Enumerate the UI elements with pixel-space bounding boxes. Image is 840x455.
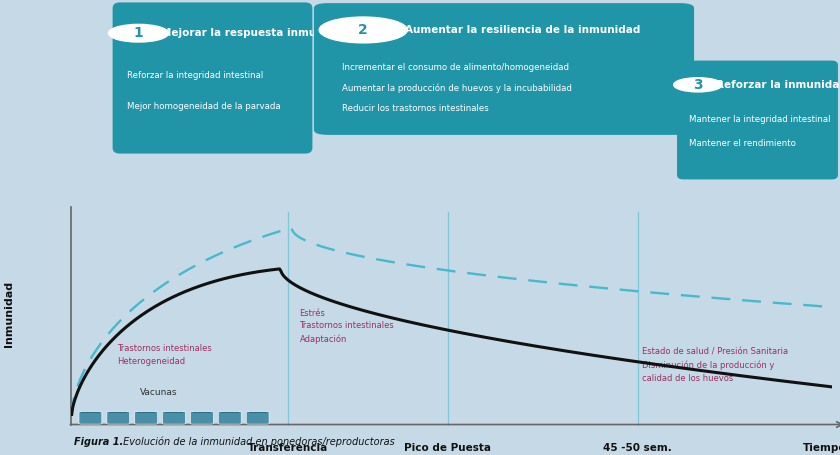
- Bar: [249, 412, 267, 413]
- Text: Figura 1.: Figura 1.: [74, 437, 123, 447]
- Text: Vacunas: Vacunas: [139, 388, 177, 397]
- FancyBboxPatch shape: [191, 412, 213, 424]
- FancyBboxPatch shape: [79, 412, 102, 424]
- Text: Mejorar la respuesta inmunitaria: Mejorar la respuesta inmunitaria: [160, 28, 355, 38]
- Text: Mantener el rendimiento: Mantener el rendimiento: [689, 139, 795, 148]
- Text: Aumentar la producción de huevos y la incubabilidad: Aumentar la producción de huevos y la in…: [342, 84, 572, 93]
- Text: Evolución de la inmunidad en ponedoras/reproductoras: Evolución de la inmunidad en ponedoras/r…: [120, 436, 395, 447]
- Text: Trastornos intestinales
Heterogeneidad: Trastornos intestinales Heterogeneidad: [117, 344, 212, 366]
- Bar: [109, 412, 128, 413]
- Text: 45 -50 sem.: 45 -50 sem.: [603, 443, 672, 453]
- Text: Incrementar el consumo de alimento/homogeneidad: Incrementar el consumo de alimento/homog…: [342, 63, 569, 72]
- Bar: [221, 412, 239, 413]
- Ellipse shape: [674, 78, 722, 92]
- Ellipse shape: [319, 17, 407, 43]
- Text: Mejor homogeneidad de la parvada: Mejor homogeneidad de la parvada: [128, 102, 281, 111]
- FancyBboxPatch shape: [677, 61, 838, 179]
- Text: Transferencia: Transferencia: [248, 443, 328, 453]
- FancyBboxPatch shape: [246, 412, 269, 424]
- Text: 2: 2: [359, 23, 368, 37]
- Text: Estrés
Trastornos intestinales
Adaptación: Estrés Trastornos intestinales Adaptació…: [300, 309, 394, 344]
- FancyBboxPatch shape: [107, 412, 129, 424]
- Text: Estado de salud / Presión Sanitaria
Disminución de la producción y
calidad de lo: Estado de salud / Presión Sanitaria Dism…: [642, 348, 788, 383]
- Bar: [137, 412, 155, 413]
- Text: 3: 3: [693, 78, 703, 92]
- FancyBboxPatch shape: [113, 2, 312, 154]
- FancyBboxPatch shape: [314, 3, 694, 135]
- Text: Aumentar la resiliencia de la inmunidad: Aumentar la resiliencia de la inmunidad: [406, 25, 641, 35]
- Bar: [192, 412, 211, 413]
- Text: Mantener la integridad intestinal: Mantener la integridad intestinal: [689, 115, 831, 123]
- Text: Pico de Puesta: Pico de Puesta: [404, 443, 491, 453]
- FancyBboxPatch shape: [218, 412, 241, 424]
- Text: Reforzar la inmunidad: Reforzar la inmunidad: [716, 80, 840, 90]
- Bar: [165, 412, 183, 413]
- Bar: [81, 412, 99, 413]
- Text: 1: 1: [134, 26, 144, 40]
- FancyBboxPatch shape: [134, 412, 158, 424]
- Ellipse shape: [108, 25, 169, 42]
- Text: Reducir los trastornos intestinales: Reducir los trastornos intestinales: [342, 104, 489, 113]
- Text: Reforzar la integridad intestinal: Reforzar la integridad intestinal: [128, 71, 264, 80]
- FancyBboxPatch shape: [163, 412, 186, 424]
- Text: Tiempo: Tiempo: [803, 443, 840, 453]
- Text: Inmunidad: Inmunidad: [4, 281, 14, 347]
